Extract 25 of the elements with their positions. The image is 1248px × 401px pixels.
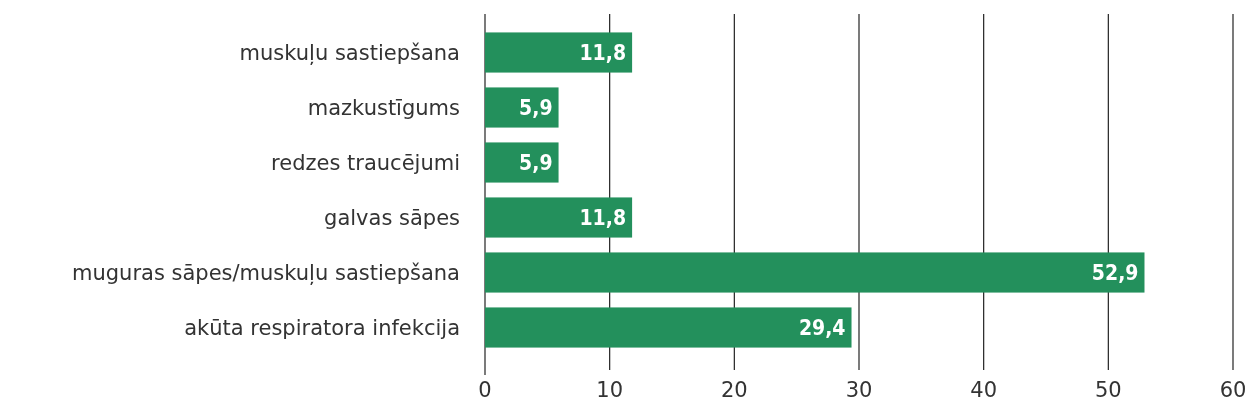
data-label: 5,9 — [519, 95, 553, 120]
bar — [485, 87, 559, 128]
x-tick-label: 0 — [478, 378, 492, 401]
x-tick-label: 20 — [720, 378, 748, 401]
data-label: 5,9 — [519, 150, 553, 175]
y-tick-label: mazkustīgums — [307, 95, 460, 120]
y-tick-label: galvas sāpes — [324, 205, 460, 230]
x-tick-label: 40 — [970, 378, 998, 401]
y-tick-label: muguras sāpes/muskuļu sastiepšana — [71, 260, 460, 285]
bar — [485, 197, 633, 238]
bar — [485, 142, 559, 183]
y-tick-label: redzes traucējumi — [271, 150, 460, 175]
bar — [485, 32, 633, 73]
bar — [485, 252, 1145, 293]
x-tick-label: 50 — [1094, 378, 1122, 401]
x-tick-label: 30 — [845, 378, 873, 401]
y-tick-label: akūta respiratora infekcija — [184, 315, 460, 340]
x-tick-label: 10 — [596, 378, 624, 401]
y-tick-label: muskuļu sastiepšana — [239, 40, 460, 65]
data-label: 11,8 — [579, 40, 627, 65]
data-label: 11,8 — [579, 205, 627, 230]
bar — [485, 307, 852, 348]
x-tick-label: 60 — [1219, 378, 1247, 401]
data-label: 52,9 — [1091, 260, 1139, 285]
data-label: 29,4 — [798, 315, 846, 340]
